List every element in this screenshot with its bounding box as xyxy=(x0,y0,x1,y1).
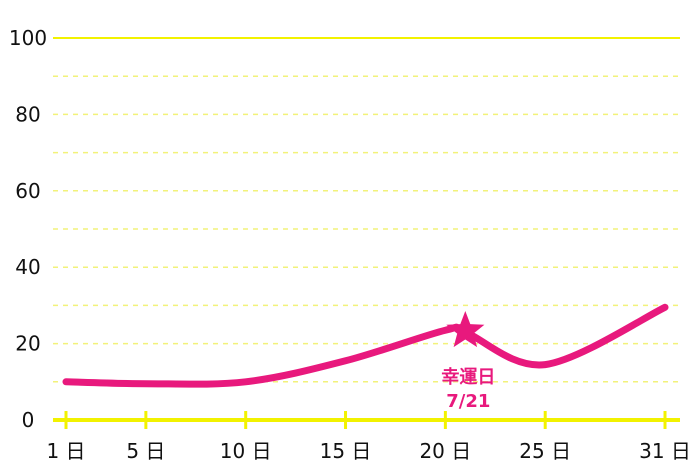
y-axis-tick-labels: 0 20 40 60 80 100 xyxy=(9,26,47,432)
x-tick-label: 1 日 xyxy=(46,439,85,463)
x-tick-label: 15 日 xyxy=(320,439,372,463)
series-line xyxy=(62,303,669,388)
y-tick-label: 60 xyxy=(15,179,40,203)
x-tick-label: 25 日 xyxy=(519,439,571,463)
series-lines xyxy=(62,303,669,388)
y-tick-label: 80 xyxy=(15,102,40,126)
grid-lines xyxy=(53,37,680,383)
y-tick-label: 20 xyxy=(15,332,40,356)
y-tick-label: 40 xyxy=(15,255,40,279)
lucky-day-annotation: 幸運日 7/21 xyxy=(441,311,495,412)
x-tick-label: 31 日 xyxy=(639,439,691,463)
lucky-day-date: 7/21 xyxy=(446,391,490,412)
lucky-day-label: 幸運日 xyxy=(441,366,495,388)
y-tick-label: 100 xyxy=(9,26,47,50)
x-tick-label: 5 日 xyxy=(126,439,165,463)
x-tick-label: 20 日 xyxy=(419,439,471,463)
lucky-day-star-marker xyxy=(446,311,485,348)
x-axis-tick-labels: 1 日 5 日 10 日 15 日 20 日 25 日 31 日 xyxy=(46,439,690,463)
x-tick-label: 10 日 xyxy=(220,439,272,463)
x-axis xyxy=(53,411,680,429)
y-tick-label: 0 xyxy=(22,408,35,432)
